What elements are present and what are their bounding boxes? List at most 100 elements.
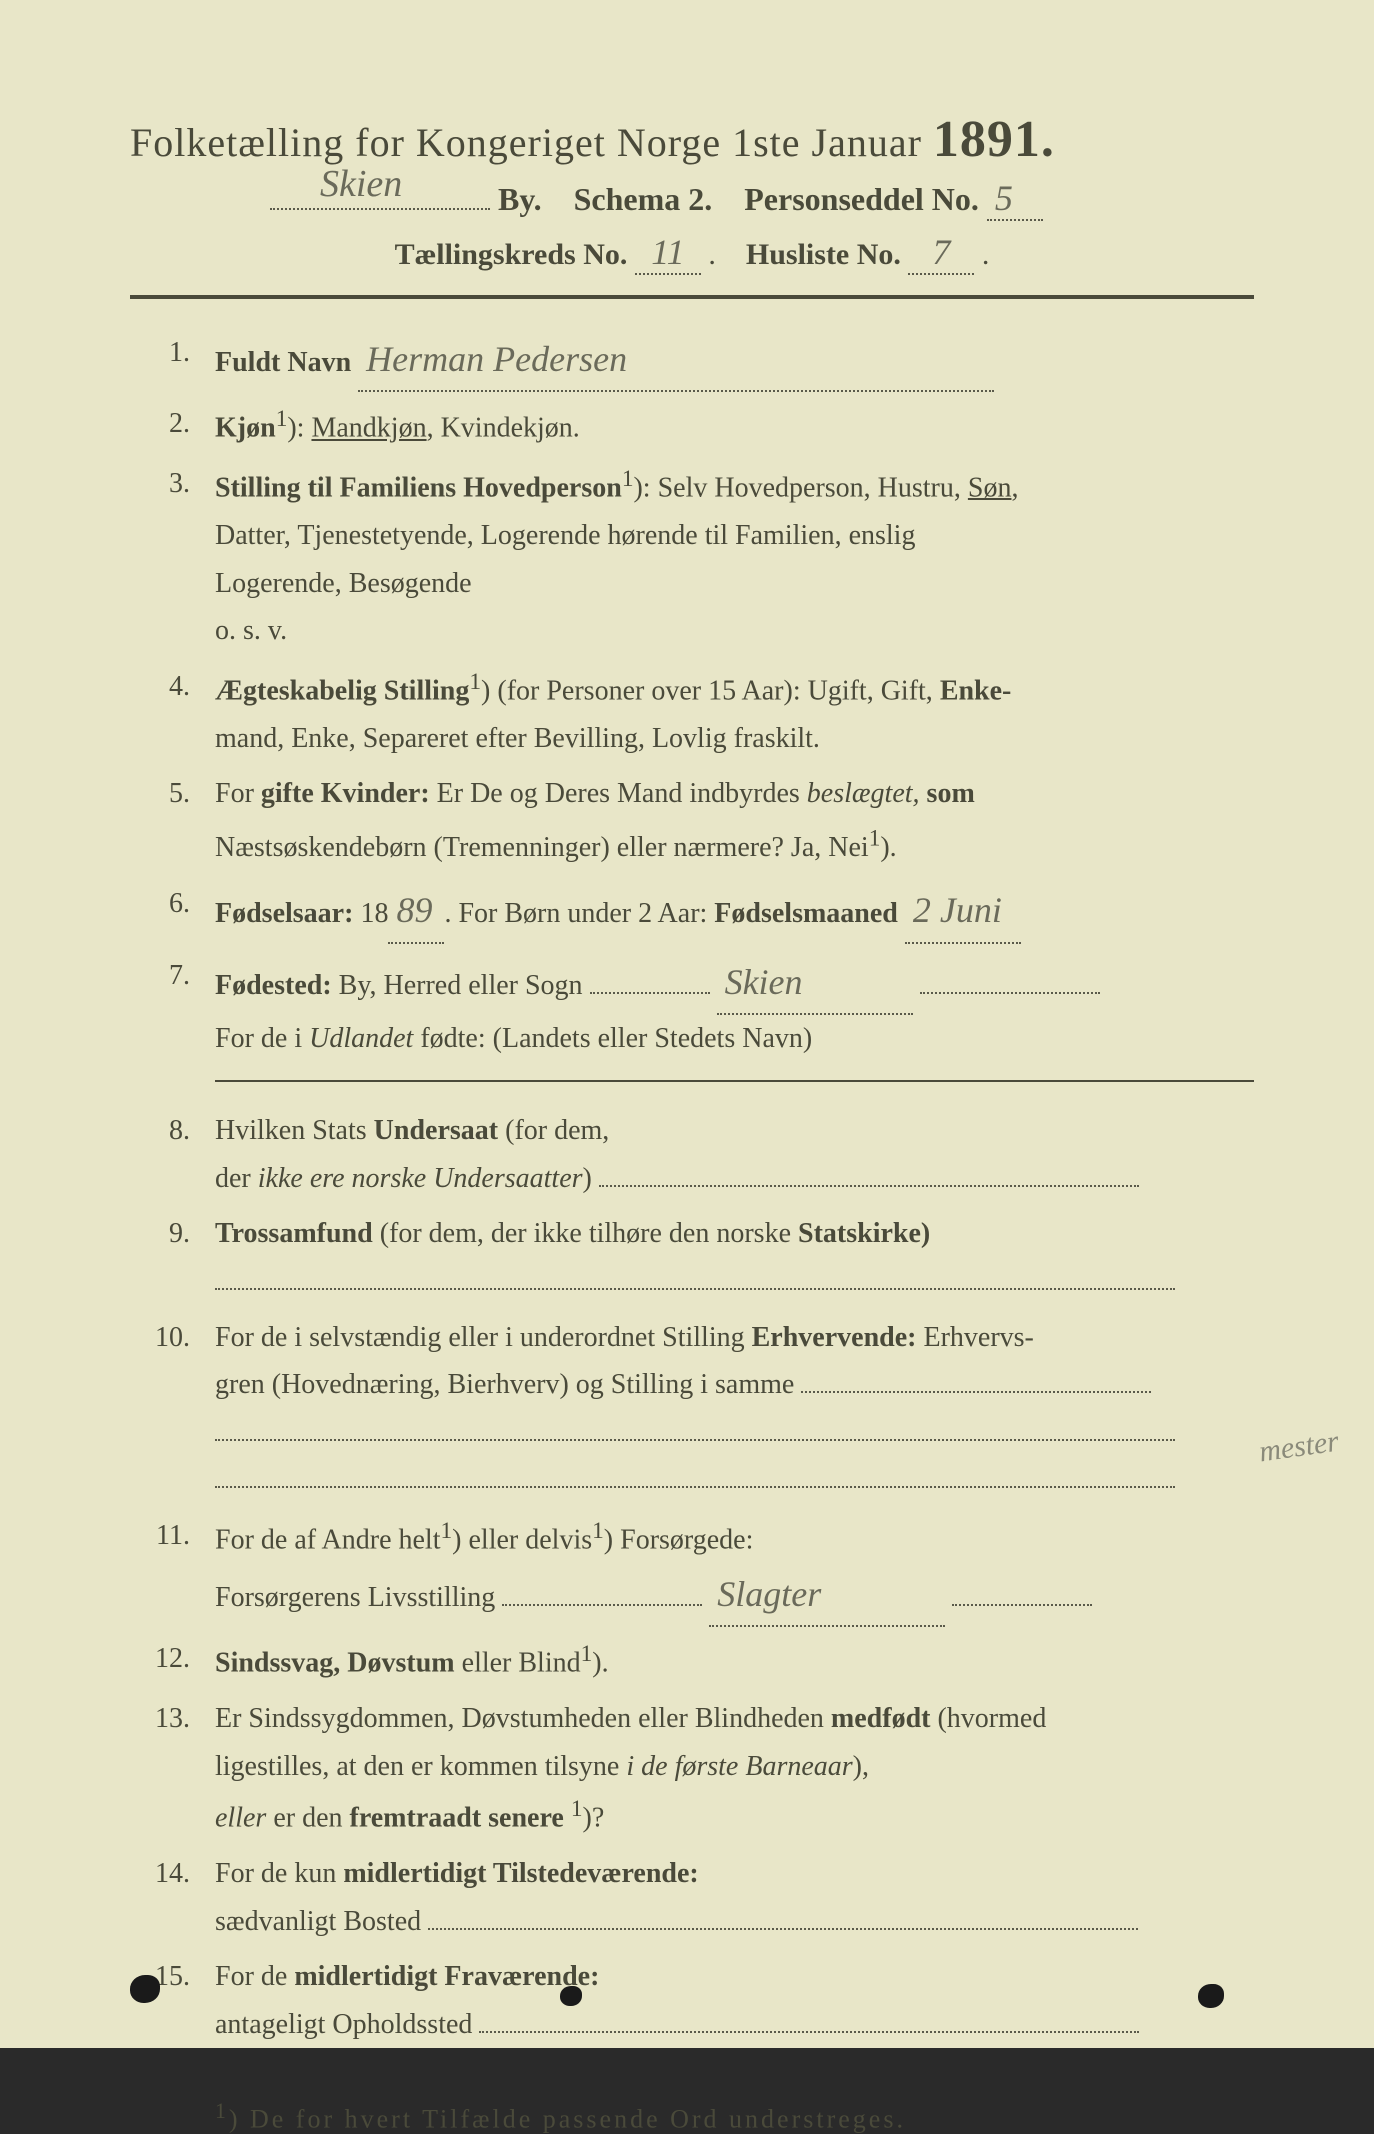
item-7-label: Fødested: [215,970,332,1001]
item-6-prefix: 18 [353,898,388,929]
item-8-text2: (for dem, [498,1115,609,1146]
item-8: 8. Hvilken Stats Undersaat (for dem, der… [130,1107,1254,1202]
item-5-text: Er De og Deres Mand indbyrdes [430,778,807,809]
schema-label: Schema 2. [574,181,713,217]
item-5-label: gifte Kvinder: [261,778,430,809]
item-13-line3a: eller [215,1803,266,1834]
item-2: 2. Kjøn1): Mandkjøn, Kvindekjøn. [130,400,1254,452]
item-6: 6. Fødselsaar: 1889. For Børn under 2 Aa… [130,880,1254,943]
item-15-bold: midlertidigt Fraværende: [294,1961,599,1992]
item-7-num: 7. [130,952,215,1063]
item-14-num: 14. [130,1850,215,1945]
item-8-bold: Undersaat [374,1115,498,1146]
item-12-text: eller Blind [455,1647,581,1678]
item-3: 3. Stilling til Familiens Hovedperson1):… [130,460,1254,655]
item-5-sup: 1 [869,826,881,852]
item-1-value: Herman Pedersen [358,329,994,392]
husliste-label: Husliste No. [746,238,901,271]
item-13-line3d: )? [583,1803,605,1834]
footnote: 1) De for hvert Tilfælde passende Ord un… [130,2099,1254,2134]
item-6-text: . For Børn under 2 Aar: [444,898,714,929]
margin-handwritten-note: mester [1257,1425,1341,1470]
item-11: 11. For de af Andre helt1) eller delvis1… [130,1512,1254,1627]
divider-mid [215,1080,1254,1082]
footnote-text: ) De for hvert Tilfælde passende Ord und… [229,2104,906,2133]
item-7-blank2 [920,992,1100,994]
item-10: 10. For de i selvstændig eller i underor… [130,1314,1254,1504]
item-4-label: Ægteskabelig Stilling [215,675,469,706]
item-6-num: 6. [130,880,215,943]
item-4-sup: 1 [469,669,481,695]
item-5-num: 5. [130,770,215,872]
header-title: Folketælling for Kongeriget Norge 1ste J… [130,110,1254,169]
divider-top [130,295,1254,299]
personseddel-label: Personseddel No. [744,181,979,217]
item-5-line2a: Næstsøskendebørn (Tremenninger) eller næ… [215,832,869,863]
item-5-line2b: ). [880,832,896,863]
item-7-line2b: fødte: (Landets eller Stedets Navn) [413,1023,812,1054]
item-3-underlined: Søn [968,472,1012,503]
husliste-no: 7 [908,231,974,275]
header-line-2: Skien By. Schema 2. Personseddel No. 5 [130,177,1254,221]
item-7-text: By, Herred eller Sogn [332,970,590,1001]
item-9-text: (for dem, der ikke tilhøre den norske [373,1218,798,1249]
item-13-bold1: medfødt [831,1703,931,1734]
footnote-sup: 1 [215,2099,229,2123]
item-10-text1: For de i selvstændig eller i underordnet… [215,1322,752,1353]
item-14: 14. For de kun midlertidigt Tilstedevære… [130,1850,1254,1945]
item-13-text2: (hvormed [930,1703,1046,1734]
item-9-num: 9. [130,1210,215,1305]
ink-blot-icon [1198,1984,1224,2008]
item-10-text2: Erhvervs- [916,1322,1033,1353]
item-3-sup: 1 [622,466,634,492]
item-11-sup2: 1 [592,1518,604,1544]
item-11-value: Slagter [709,1564,945,1627]
item-13-line3b: er den [266,1803,349,1834]
item-2-opt1: Mandkjøn [311,413,426,444]
item-13-line2a: ligestilles, at den er kommen tilsyne [215,1751,626,1782]
item-9: 9. Trossamfund (for dem, der ikke tilhør… [130,1210,1254,1305]
item-6-label2: Fødselsmaaned [714,898,898,929]
by-handwritten: Skien [320,162,402,206]
item-11-num: 11. [130,1512,215,1627]
item-8-line2a: der [215,1163,258,1194]
item-3-text: ): Selv Hovedperson, Hustru, [633,472,967,503]
header-line-3: Tællingskreds No. 11 . Husliste No. 7 . [130,231,1254,275]
item-4-line2: mand, Enke, Separeret efter Bevilling, L… [215,715,1254,763]
by-label: By. [498,181,542,217]
item-12-sup: 1 [581,1641,593,1667]
item-8-text1: Hvilken Stats [215,1115,374,1146]
item-2-sup: 1 [276,406,288,432]
item-11-text2: ) eller delvis [452,1524,592,1555]
item-13-text1: Er Sindssygdommen, Døvstumheden eller Bl… [215,1703,831,1734]
item-14-text1: For de kun [215,1858,343,1889]
item-4-boldend: Enke- [940,675,1012,706]
item-1-label: Fuldt Navn [215,347,351,378]
item-12: 12. Sindssvag, Døvstum eller Blind1). [130,1635,1254,1687]
item-6-month: 2 Juni [905,880,1021,943]
title-year: 1891. [933,111,1055,168]
item-15: 15. For de midlertidigt Fraværende: anta… [130,1953,1254,2048]
title-prefix: Folketælling for Kongeriget Norge 1ste J… [130,120,922,165]
item-13-num: 13. [130,1695,215,1842]
item-4-num: 4. [130,663,215,763]
item-14-bold: midlertidigt Tilstedeværende: [343,1858,698,1889]
item-12-num: 12. [130,1635,215,1687]
item-7-value: Skien [717,952,913,1015]
kreds-no: 11 [635,231,701,275]
item-1: 1. Fuldt Navn Herman Pedersen [130,329,1254,392]
item-5: 5. For gifte Kvinder: Er De og Deres Man… [130,770,1254,872]
item-8-italic: ikke ere norske Undersaatter [258,1163,583,1194]
item-9-blank [215,1288,1175,1290]
item-2-sep: , [427,413,441,444]
item-8-num: 8. [130,1107,215,1202]
kreds-label: Tællingskreds No. [395,238,628,271]
by-blank [270,208,490,210]
item-10-blank3 [215,1486,1175,1488]
item-13-line2b: ), [853,1751,869,1782]
census-form-page: Folketælling for Kongeriget Norge 1ste J… [0,0,1374,2048]
item-12-text2: ). [592,1647,608,1678]
item-7: 7. Fødested: By, Herred eller Sogn Skien… [130,952,1254,1063]
item-6-year: 89 [388,880,444,943]
item-11-text3: ) Forsørgede: [604,1524,754,1555]
